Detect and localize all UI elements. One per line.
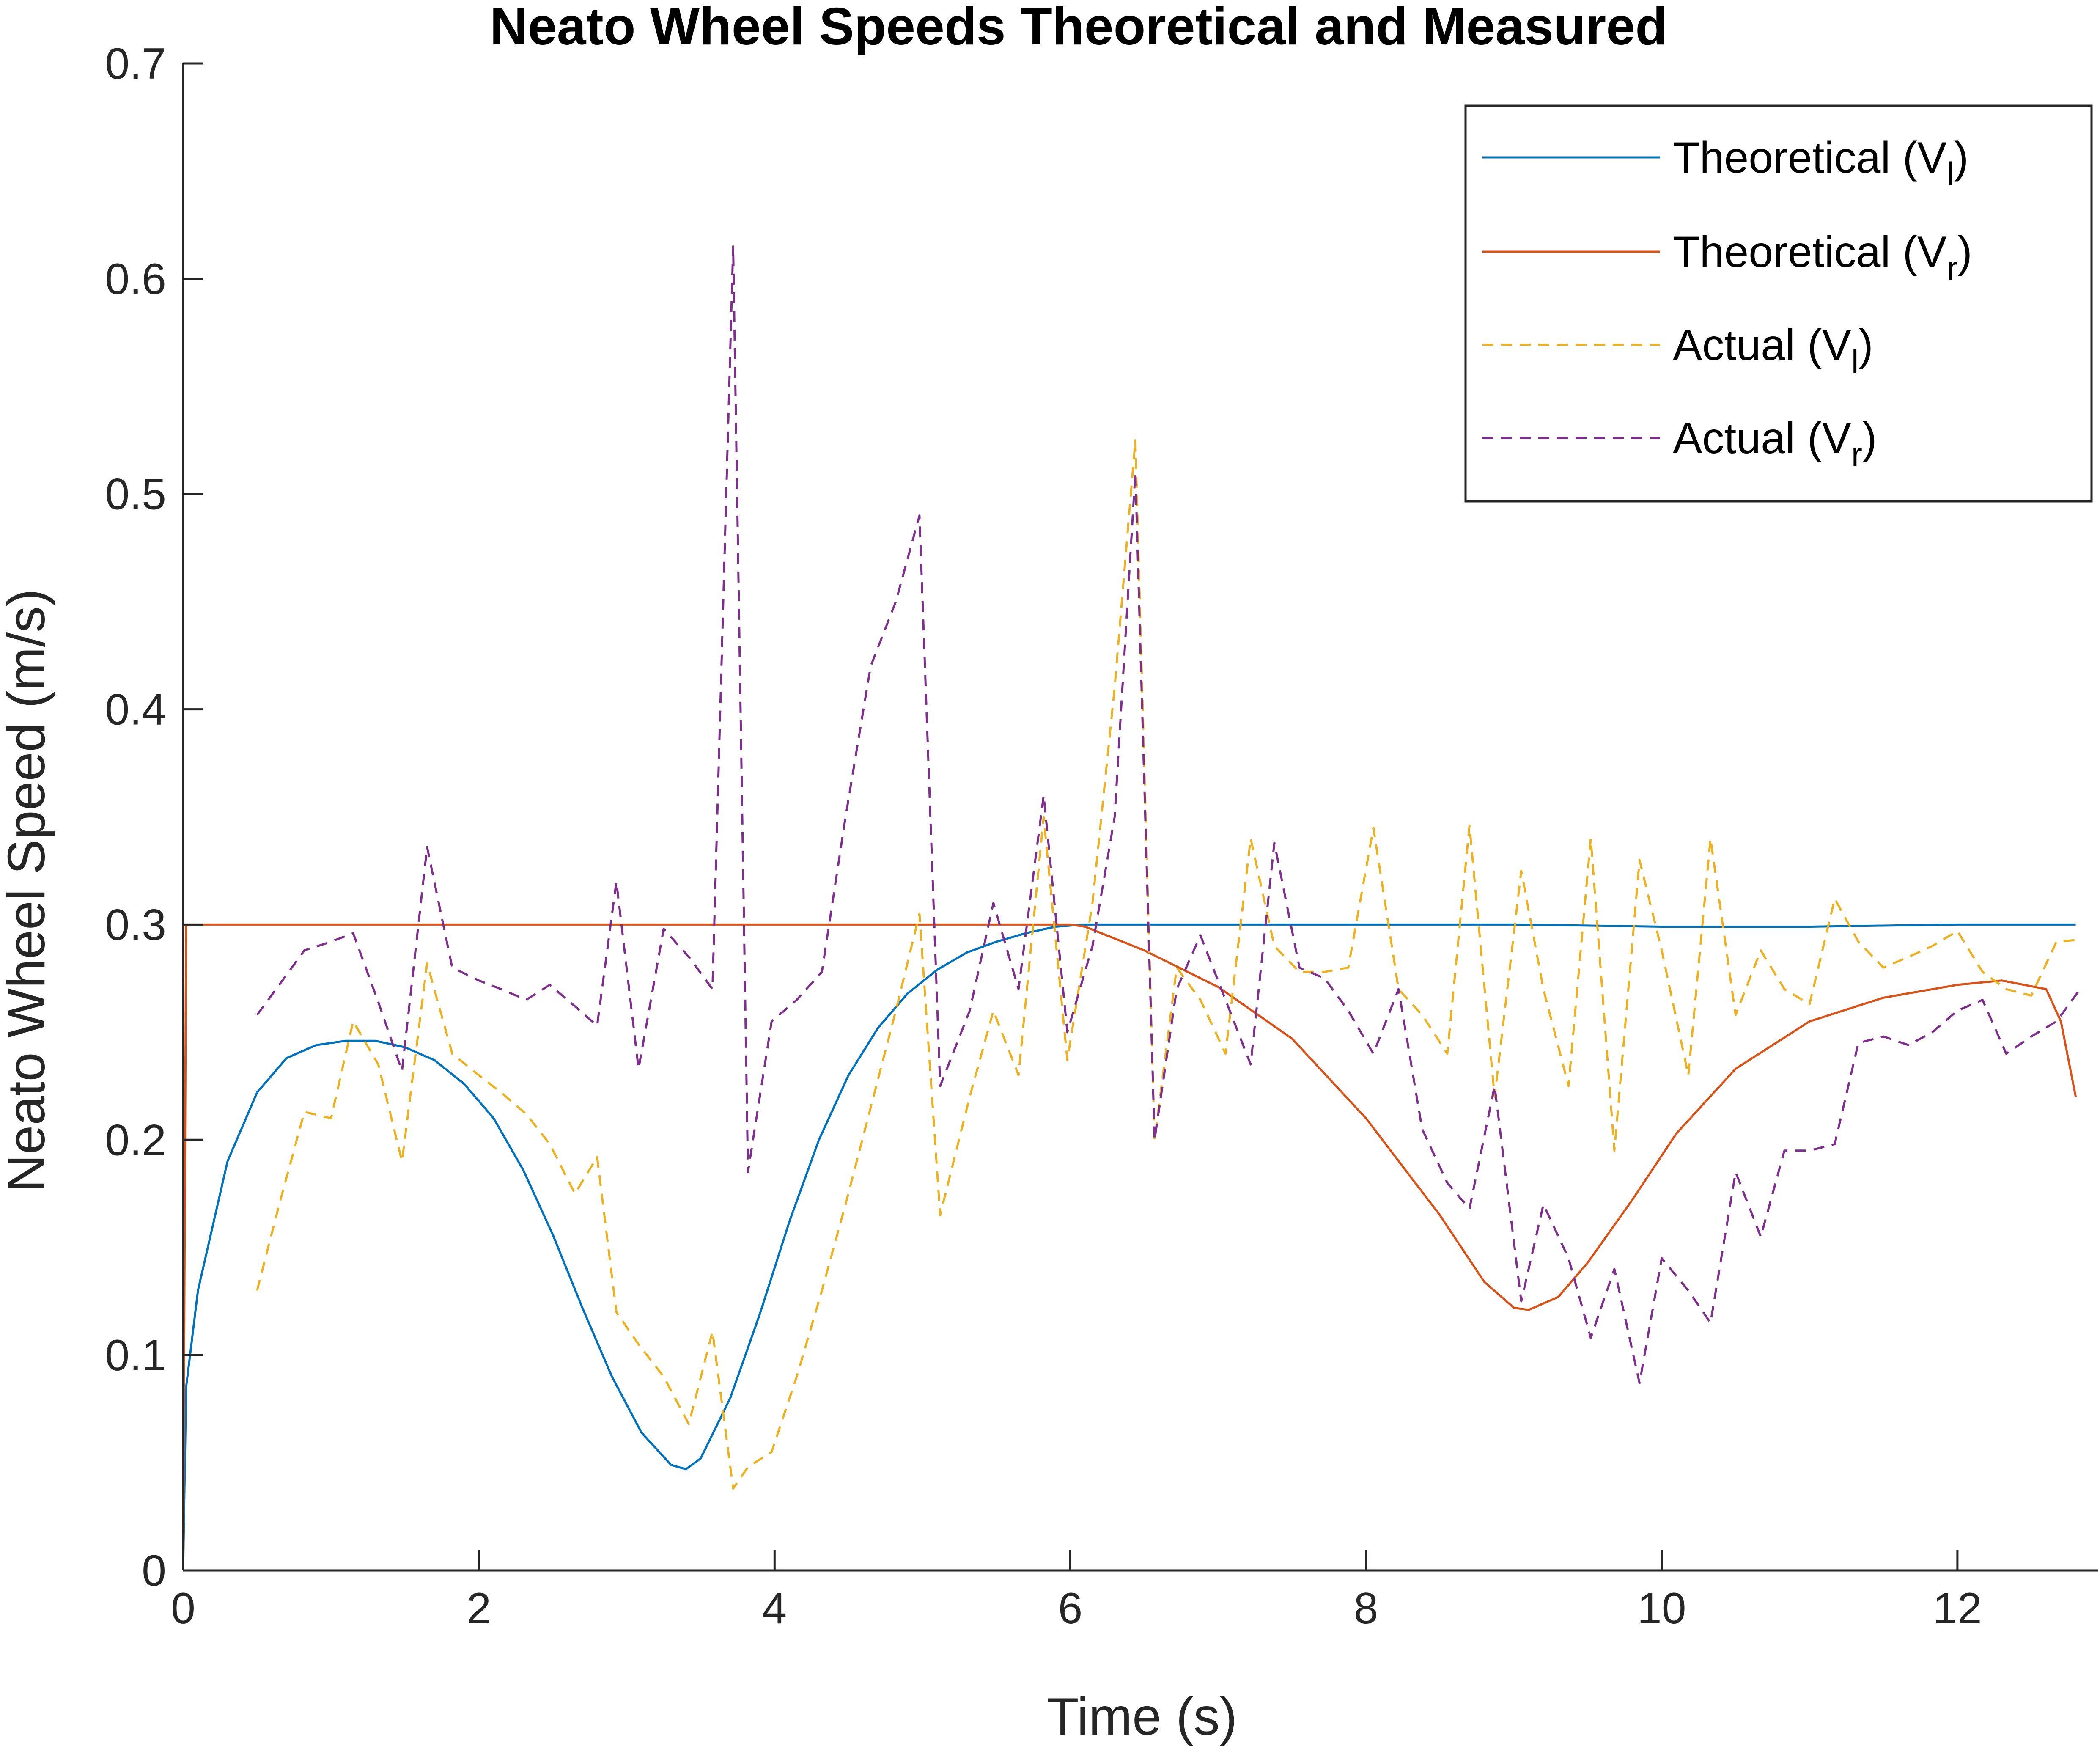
x-tick-label: 10 (1637, 1584, 1686, 1633)
y-axis-title: Neato Wheel Speed (m/s) (0, 589, 56, 1193)
x-axis-title: Time (s) (1047, 1688, 1237, 1746)
x-tick-label: 2 (467, 1584, 491, 1633)
legend-entry-subscript: r (1851, 436, 1862, 473)
y-tick-label: 0.7 (105, 39, 166, 88)
legend-entry-close: ) (1862, 414, 1877, 463)
legend-entry-2: Theoretical (Vr) (1673, 228, 1972, 287)
x-tick-label: 4 (762, 1584, 787, 1633)
y-tick-label: 0.6 (105, 255, 166, 304)
x-tick-label: 8 (1354, 1584, 1378, 1633)
x-tick-label: 0 (171, 1584, 195, 1633)
axes-layer: 0 2 4 6 8 10 12 0 0.1 0.2 0.3 0.4 0.5 0.6 0.7 (105, 39, 2098, 1633)
legend-entry-close: ) (1957, 228, 1972, 277)
legend-box (1464, 104, 2093, 503)
x-tick-label: 6 (1058, 1584, 1083, 1633)
legend-entry-1: Theoretical (Vl) (1673, 133, 1968, 192)
legend-entry-close: ) (1954, 133, 1969, 182)
legend-entry-name: Actual (V (1673, 414, 1851, 463)
y-tick-label: 0 (142, 1546, 166, 1595)
series-line-2 (182, 923, 2077, 1571)
legend-entry-name: Theoretical (V (1673, 228, 1946, 277)
legend-entry-subscript: l (1946, 155, 1954, 192)
legend-entry-subscript: r (1946, 250, 1957, 287)
y-tick-label: 0.4 (105, 685, 166, 734)
legend-entry-4: Actual (Vr) (1673, 414, 1877, 473)
legend: Theoretical (Vl)Theoretical (Vr)Actual (… (1464, 104, 2093, 503)
legend-entry-close: ) (1858, 321, 1873, 370)
y-tick-label: 0.3 (105, 900, 166, 949)
legend-entry-name: Actual (V (1673, 321, 1851, 370)
legend-entry-3: Actual (Vl) (1673, 321, 1873, 380)
series-layer (182, 245, 2081, 1571)
x-tick-label: 12 (1933, 1584, 1982, 1633)
series-line-1 (182, 923, 2076, 1571)
chart-title: Neato Wheel Speeds Theoretical and Measu… (490, 0, 1667, 56)
series-line-4 (256, 245, 2081, 1384)
legend-entry-name: Theoretical (V (1673, 133, 1946, 182)
y-tick-label: 0.1 (105, 1331, 166, 1380)
y-tick-label: 0.5 (105, 470, 166, 519)
y-tick-label: 0.2 (105, 1116, 166, 1165)
legend-entry-subscript: l (1851, 343, 1858, 380)
